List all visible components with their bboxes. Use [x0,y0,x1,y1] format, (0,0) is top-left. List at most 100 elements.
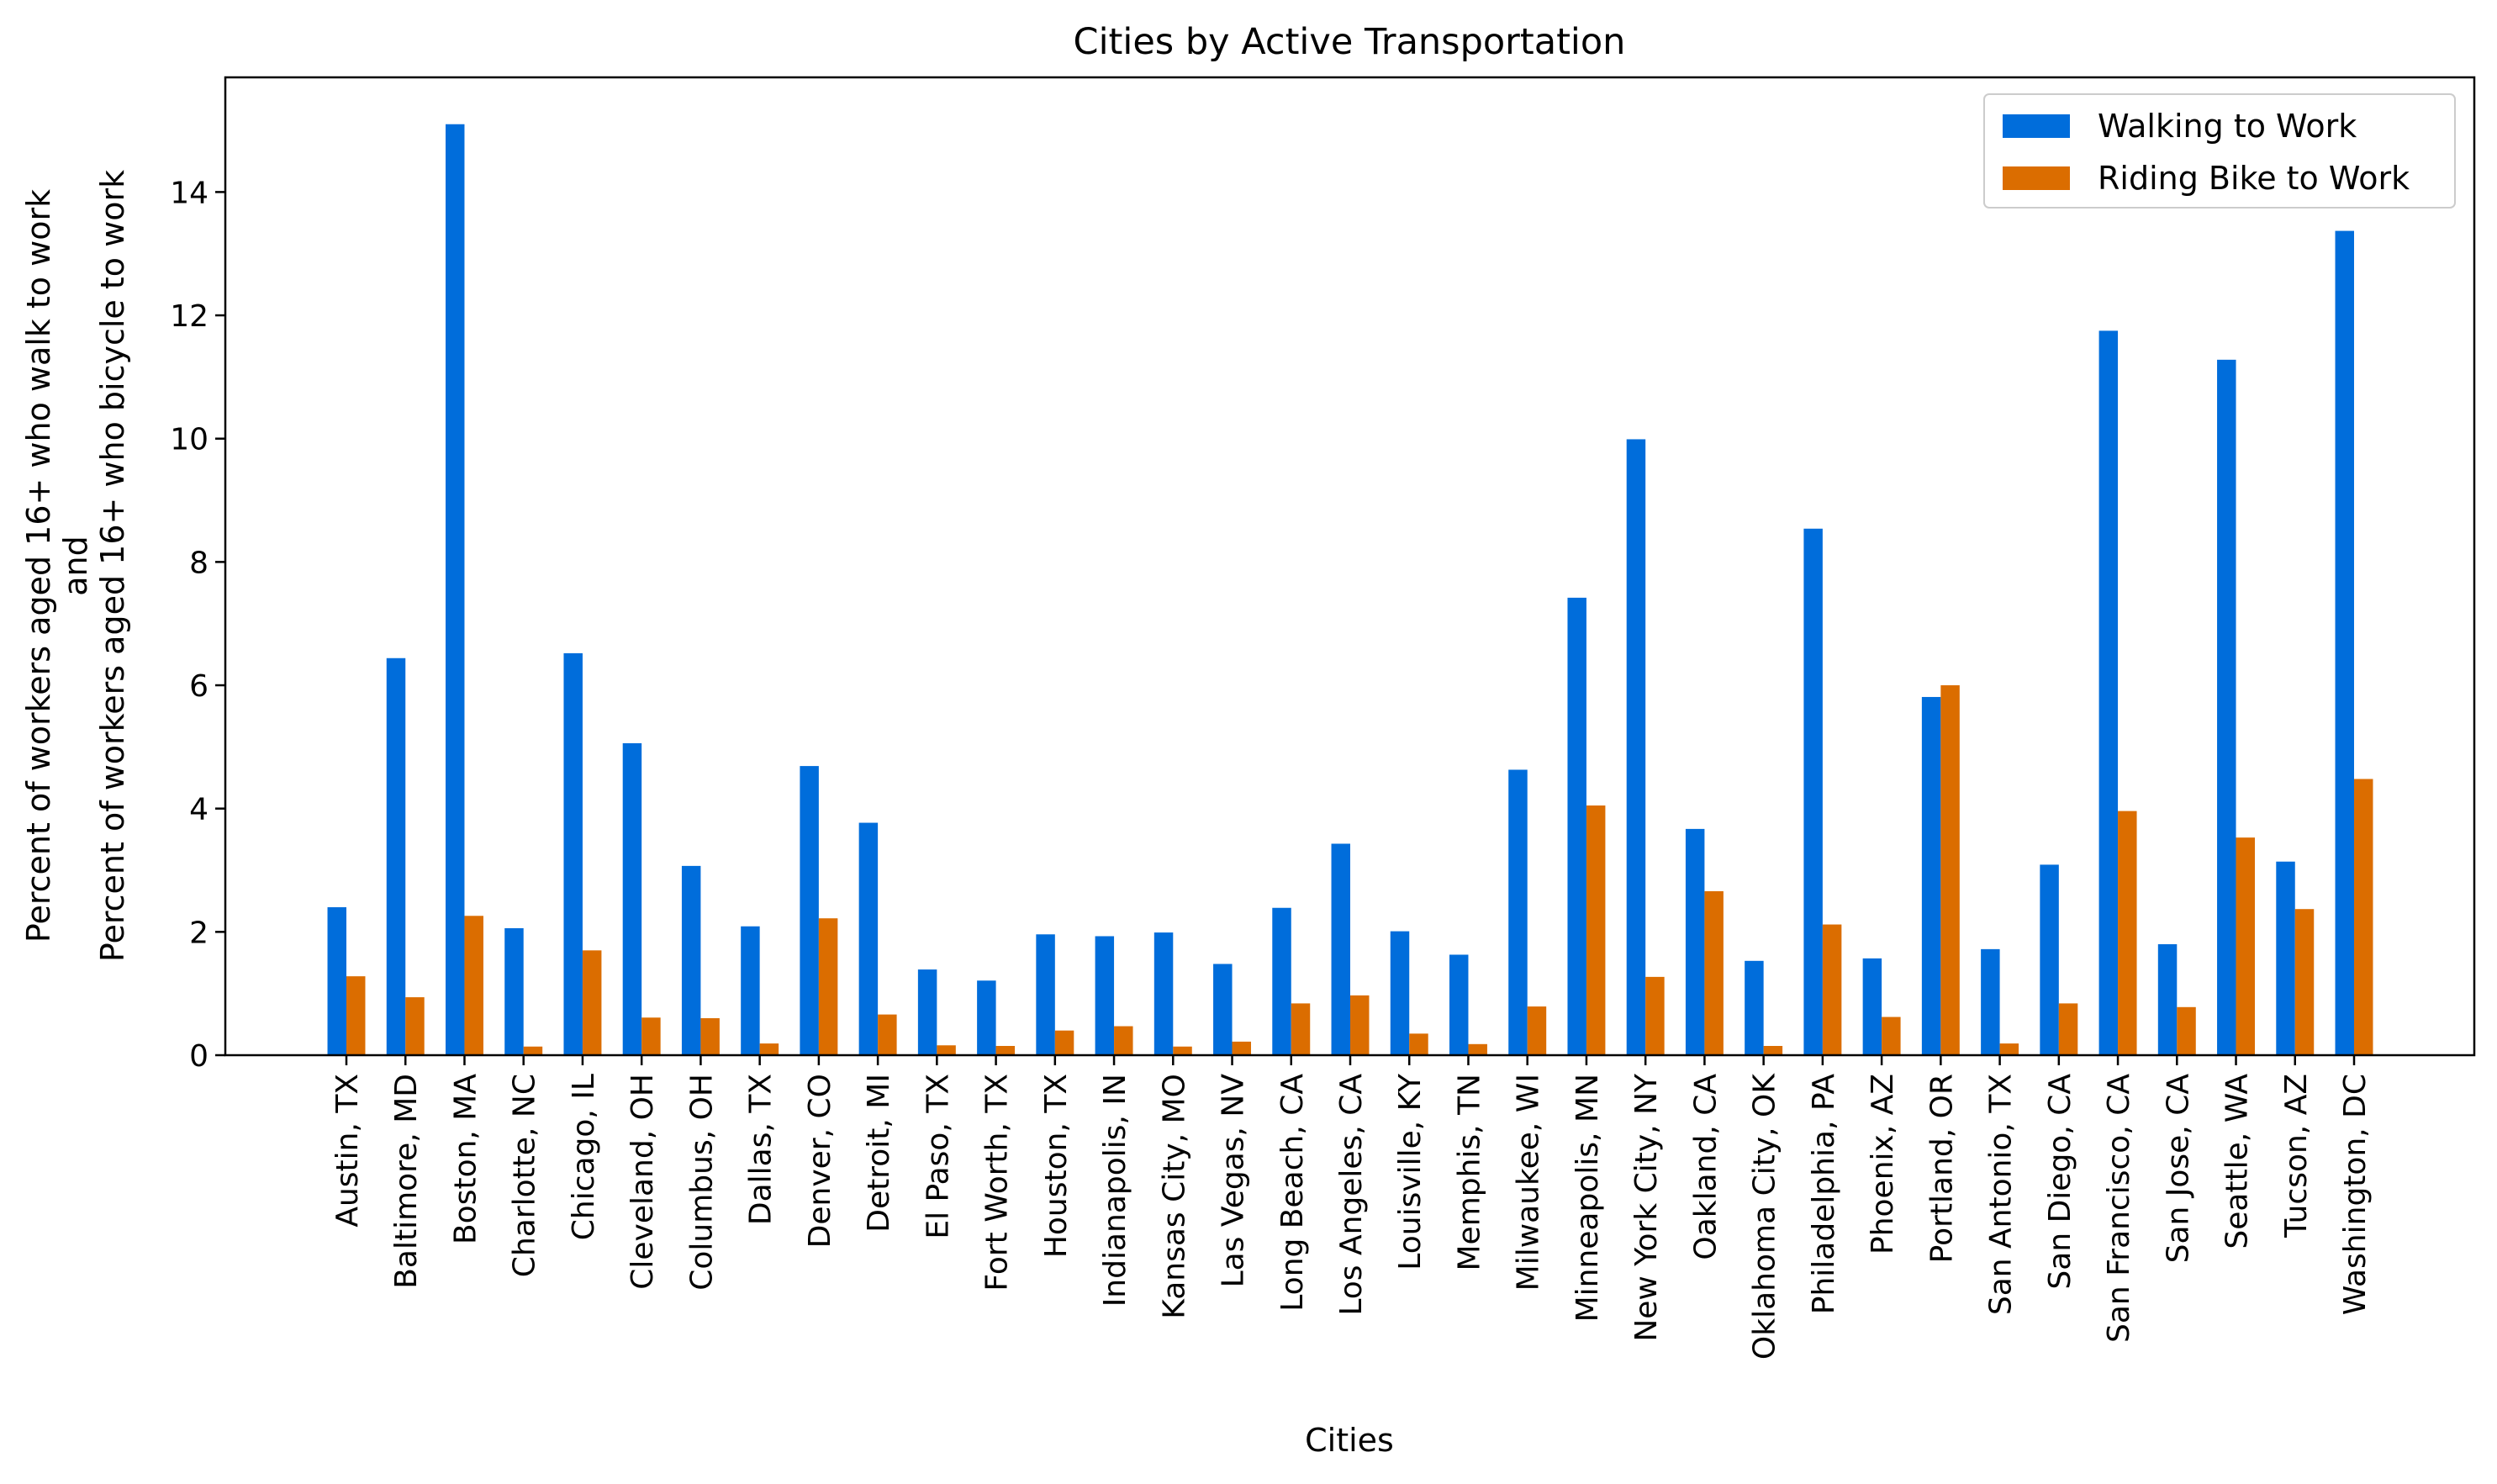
bar-bike [2354,779,2373,1055]
y-tick-label: 2 [189,916,209,950]
bar-walking [917,969,937,1055]
bar-walking [741,926,760,1055]
x-tick-label: San Antonio, TX [1984,1074,2019,1315]
legend-label: Walking to Work [2098,108,2357,145]
x-tick-label: Oakland, CA [1688,1074,1723,1260]
bar-walking [2098,330,2119,1056]
x-tick-label: Kansas City, MO [1157,1074,1191,1319]
bar-bike [582,950,602,1055]
bar-bike [818,918,838,1055]
bar-walking [1921,696,1941,1055]
legend: Walking to Work Riding Bike to Work [1983,93,2456,209]
bar-walking [1981,948,2000,1055]
x-tick-label: Washington, DC [2338,1074,2373,1315]
bar-bike [1054,1030,1074,1055]
x-tick-label: Denver, CO [803,1074,837,1248]
bar-walking [445,124,465,1056]
plot-area: 0 2 4 6 8 10 12 14 Austin, TX Baltimore, MD Boston… [170,76,2476,1360]
legend-swatch [2003,166,2070,190]
y-tick-label: 14 [170,176,209,210]
y-axis-label-line: Percent of workers aged 16+ who bicycle … [94,170,131,962]
bar-walking [1745,960,1764,1055]
x-tick-label: Las Vegas, NV [1217,1074,1251,1288]
bar-bike [759,1043,779,1055]
x-tick-label: Memphis, TN [1452,1074,1486,1271]
bar-bike [2236,837,2256,1055]
bar-bike [1645,976,1665,1055]
bar-walking [1508,769,1528,1055]
bar-walking [1567,597,1586,1055]
bar-bike [2118,811,2137,1055]
bar-bike [1409,1033,1428,1055]
x-tick-label: Fort Worth, TX [980,1074,1015,1291]
bar-walking [2157,944,2178,1055]
bar-walking [1862,958,1882,1055]
bar-walking [1626,439,1646,1055]
x-tick-label: El Paso, TX [921,1074,955,1239]
bar-walking [1803,528,1823,1055]
y-axis-label: Percent of workers aged 16+ who walk to … [20,170,131,962]
bar-bike [1114,1026,1133,1055]
bar-bike [878,1014,897,1055]
x-tick-label: New York City, NY [1629,1073,1664,1342]
bar-walking [1272,907,1291,1055]
bar-bike [1527,1006,1547,1055]
legend-swatch [2003,114,2070,138]
bar-bike [641,1017,661,1055]
bar-bike [700,1018,720,1055]
bar-bike [1468,1043,1487,1055]
x-tick-label: Indianapolis, IN [1098,1074,1132,1307]
bar-bike [1763,1046,1783,1055]
y-tick-label: 8 [189,546,209,580]
bar-bike [464,916,483,1055]
bar-bike [995,1046,1016,1055]
bar-bike [1822,924,1842,1055]
bar-bike [1232,1041,1252,1055]
y-tick-label: 6 [189,669,209,704]
bar-bike [1940,685,1960,1055]
bar-walking [563,652,583,1055]
x-tick-label: Phoenix, AZ [1866,1074,1900,1254]
x-tick-label: Houston, TX [1039,1074,1074,1258]
x-tick-label: Portland, OR [1924,1074,1959,1263]
bar-walking [386,658,406,1055]
y-tick-label: 12 [170,299,209,334]
x-tick-label: Detroit, MI [862,1074,896,1233]
bar-walking [1331,843,1350,1055]
x-tick-label: San Francisco, CA [2102,1074,2136,1343]
legend-label: Riding Bike to Work [2098,160,2410,197]
bar-walking [504,927,524,1055]
bar-bike [1999,1043,2019,1055]
x-tick-label: Charlotte, NC [508,1074,542,1277]
bar-bike [1586,805,1606,1055]
bar-walking [681,865,701,1055]
bar-walking [1685,828,1705,1055]
bar-walking [1449,954,1469,1055]
bar-bike [346,976,366,1055]
x-tick-label: Milwaukee, WI [1512,1074,1546,1291]
x-tick-label: Louisville, KY [1393,1073,1428,1270]
x-tick-label: Tucson, AZ [2279,1074,2314,1238]
legend-box [1983,93,2456,209]
bar-walking [622,742,642,1055]
bar-bike [937,1045,956,1055]
x-tick-label: Long Beach, CA [1275,1074,1310,1312]
y-tick-label: 4 [189,793,209,827]
bar-bike [1291,1003,1311,1055]
bar-bike [2058,1003,2078,1055]
bar-walking [1213,964,1233,1055]
x-axis-label: Cities [1305,1422,1394,1459]
bar-bike [1704,890,1724,1055]
bar-walking [1095,936,1115,1055]
x-tick-label: Dallas, TX [744,1074,779,1225]
x-tick-label: San Diego, CA [2043,1074,2077,1290]
bar-bike [523,1046,543,1055]
bar-walking [858,822,879,1055]
bar-bike [2294,909,2315,1055]
bar-walking [977,980,996,1055]
bar-walking [800,766,819,1055]
bar-walking [2040,864,2059,1055]
x-tick-label: San Jose, CA [2161,1074,2195,1264]
y-tick-label: 10 [170,423,209,457]
